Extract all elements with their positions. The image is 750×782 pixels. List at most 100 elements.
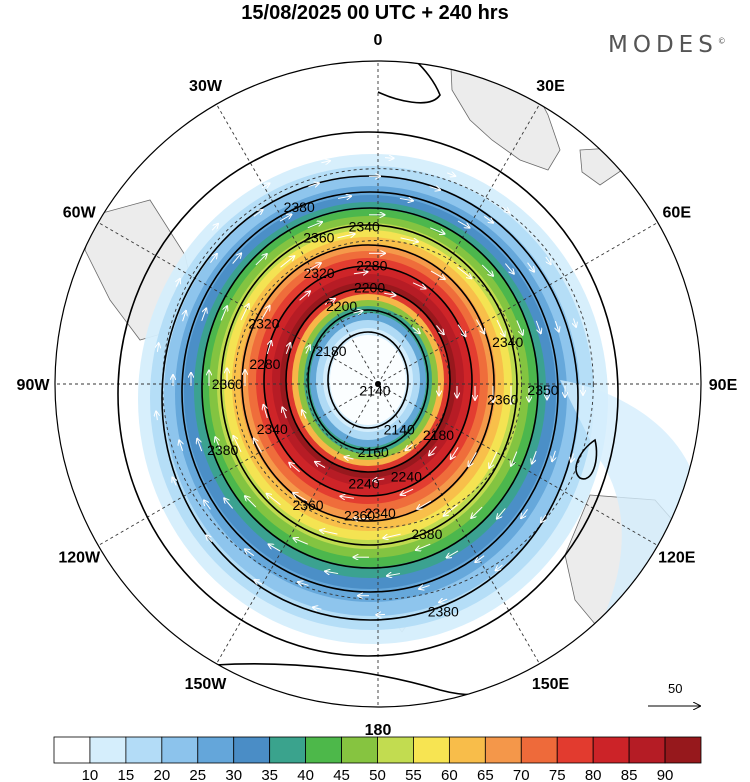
longitude-label-lon-120w: 120W	[58, 550, 101, 567]
contour-2180	[285, 287, 451, 473]
wind-vector	[279, 214, 291, 222]
wind-vector	[511, 451, 518, 466]
wind-vector	[293, 493, 308, 502]
wind-vector	[532, 450, 537, 463]
wind-vector	[253, 210, 263, 217]
wind-vector	[266, 341, 271, 355]
wind-vector	[384, 293, 395, 295]
wind-vector	[447, 550, 459, 558]
longitude-label-lon-120e: 120E	[658, 550, 696, 567]
wind-vector	[320, 530, 338, 535]
wind-vector	[471, 506, 483, 518]
colorbar-swatch	[305, 736, 342, 764]
wind-vector	[416, 543, 431, 550]
longitude-label-lon-0: 0	[374, 32, 383, 49]
contour-label: 2360	[292, 497, 323, 513]
wind-vector	[497, 508, 506, 518]
contour-label: 2380	[428, 604, 459, 620]
contour-label: 2320	[248, 315, 279, 331]
contour-2280	[220, 224, 518, 546]
colorbar-swatch	[197, 736, 235, 764]
colorbar-swatch	[125, 736, 163, 764]
wind-vector	[535, 320, 541, 333]
wind-vector	[541, 514, 547, 522]
wind-vector	[306, 263, 321, 272]
geopotential-contours	[117, 61, 619, 696]
wind-vector	[373, 479, 385, 481]
wind-vector	[516, 320, 523, 334]
contour-2340	[181, 191, 559, 593]
contour-label: 2280	[249, 356, 280, 372]
wind-vector	[527, 262, 534, 272]
colorbar-swatch	[520, 736, 558, 764]
contour-2380	[117, 131, 619, 657]
wind-vector	[157, 343, 158, 352]
colorbar-swatch	[233, 736, 271, 764]
wind-vector	[417, 500, 432, 509]
wind-vector	[289, 463, 300, 473]
contour-label: 2360	[487, 391, 518, 407]
wind-vector	[430, 227, 444, 234]
wind-vectors	[156, 158, 583, 615]
contour-label: 2340	[365, 505, 396, 521]
wind-vector	[419, 585, 430, 588]
wind-vector	[496, 319, 505, 336]
wind-vector	[376, 614, 386, 615]
wind-vector	[240, 304, 249, 321]
contour-label: 2340	[492, 334, 523, 350]
reference-vector: 50	[648, 681, 700, 706]
wind-vector	[306, 345, 310, 354]
wind-vector	[269, 544, 281, 552]
wind-vector	[387, 574, 400, 576]
wind-vector	[286, 343, 290, 354]
latitude-circle	[233, 239, 523, 529]
contour-label: 2340	[349, 219, 380, 235]
colorbar-tick-label: 90	[657, 767, 674, 782]
wind-vector	[405, 444, 413, 451]
colorbar-tick-label: 20	[153, 767, 170, 782]
wind-vector	[224, 498, 234, 509]
wind-vector	[399, 198, 413, 200]
colorbar-tick-label: 45	[333, 767, 350, 782]
longitude-label-lon-60w: 60W	[63, 205, 97, 222]
wind-vector	[172, 477, 176, 486]
wind-vector	[282, 407, 286, 419]
wind-vector	[204, 500, 211, 510]
colorbar-tick-label: 80	[585, 767, 602, 782]
wind-vector	[220, 306, 227, 321]
contour-2200	[263, 265, 473, 497]
wind-vector	[344, 457, 354, 459]
colorbar-tick-label: 55	[405, 767, 422, 782]
pole-marker	[375, 381, 381, 387]
wind-vector	[215, 437, 222, 452]
longitude-label-lon-60e: 60E	[663, 205, 692, 222]
wind-vector	[439, 599, 448, 602]
wind-vector	[475, 555, 485, 562]
colorbar-tick-label: 65	[477, 767, 494, 782]
colorbar-tick-label: 10	[82, 767, 99, 782]
longitude-label-lon-30w: 30W	[189, 78, 223, 95]
wind-vector	[255, 254, 267, 266]
wind-vector	[555, 321, 558, 331]
reference-vector-label: 50	[668, 681, 682, 696]
wind-band-24	[330, 335, 406, 425]
colorbar-swatch	[53, 736, 91, 764]
wind-vector	[353, 272, 368, 274]
contour-label: 2380	[411, 526, 442, 542]
wind-vector	[412, 327, 420, 333]
colorbar-swatch	[556, 736, 594, 764]
colorbar-swatch	[592, 736, 630, 764]
wind-vector	[197, 439, 203, 452]
colorbar-tick-label: 40	[297, 767, 314, 782]
wind-vector	[254, 580, 263, 584]
wind-vector	[183, 311, 186, 322]
contour-2380-north	[374, 61, 441, 104]
contour-label: 2240	[391, 469, 422, 485]
map-title: 15/08/2025 00 UTC + 240 hrs	[241, 2, 509, 24]
wind-vector	[475, 319, 484, 334]
wind-vector	[502, 206, 509, 212]
wind-vector	[308, 183, 318, 186]
wind-vector	[315, 462, 326, 468]
colorbar-swatch	[377, 736, 414, 764]
